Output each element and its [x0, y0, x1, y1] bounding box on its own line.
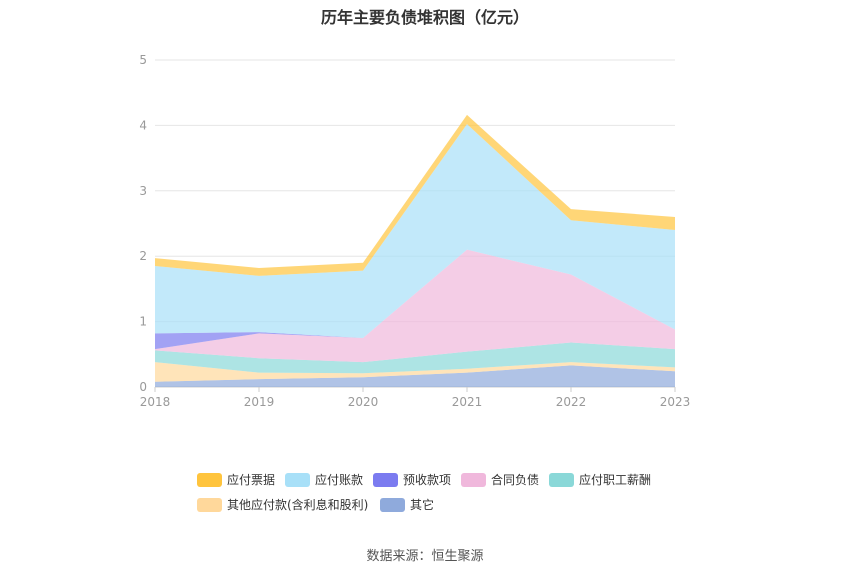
legend-item[interactable]: 应付票据 — [197, 471, 275, 488]
legend-label: 其他应付款(含利息和股利) — [227, 498, 369, 512]
legend-item[interactable]: 应付职工薪酬 — [549, 471, 651, 488]
y-tick-label: 4 — [139, 118, 147, 132]
chart-plot: 0 1 2 3 4 5 2018 2019 2020 2021 2022 2023 — [139, 53, 690, 409]
legend-label: 应付职工薪酬 — [579, 473, 652, 487]
area-layer — [155, 114, 675, 387]
legend-swatch — [461, 472, 486, 487]
legend-label: 其它 — [410, 498, 435, 512]
y-tick-label: 5 — [139, 53, 147, 67]
legend-label: 合同负债 — [491, 473, 540, 487]
axis-layer: 0 1 2 3 4 5 2018 2019 2020 2021 2022 2023 — [139, 53, 690, 409]
y-tick-label: 2 — [139, 249, 147, 263]
legend-swatch — [285, 472, 310, 487]
legend-item[interactable]: 合同负债 — [461, 471, 539, 488]
y-tick-label: 0 — [139, 380, 147, 394]
x-tick-label: 2023 — [660, 395, 691, 409]
legend-item[interactable]: 其他应付款(含利息和股利) — [197, 496, 368, 513]
legend-swatch — [380, 497, 405, 512]
x-tick-label: 2018 — [140, 395, 171, 409]
area-series-预收款项 — [155, 249, 675, 350]
area-series-其它 — [155, 365, 675, 387]
chart-title: 历年主要负债堆积图（亿元） — [320, 8, 529, 27]
legend-swatch — [197, 497, 222, 512]
legend-swatch — [197, 472, 222, 487]
legend-swatch — [373, 472, 398, 487]
area-series-应付账款 — [155, 124, 675, 338]
x-tick-label: 2020 — [348, 395, 379, 409]
area-series-其他应付款(含利息和股利) — [155, 362, 675, 382]
legend-label: 应付票据 — [227, 473, 276, 487]
area-series-合同负债 — [155, 249, 675, 363]
legend-item[interactable]: 其它 — [380, 496, 434, 513]
legend-label: 应付账款 — [315, 473, 364, 487]
area-series-应付职工薪酬 — [155, 342, 675, 374]
y-tick-label: 1 — [139, 315, 147, 329]
y-tick-label: 3 — [139, 184, 147, 198]
x-tick-label: 2021 — [452, 395, 483, 409]
area-series-应付票据 — [155, 114, 675, 276]
legend-item[interactable]: 预收款项 — [373, 471, 451, 488]
x-tick-label: 2022 — [556, 395, 587, 409]
legend-swatch — [549, 472, 574, 487]
x-tick-label: 2019 — [244, 395, 275, 409]
source-note: 数据来源：恒生聚源 — [366, 549, 484, 564]
legend-item[interactable]: 应付账款 — [285, 471, 363, 488]
legend-label: 预收款项 — [403, 473, 452, 487]
